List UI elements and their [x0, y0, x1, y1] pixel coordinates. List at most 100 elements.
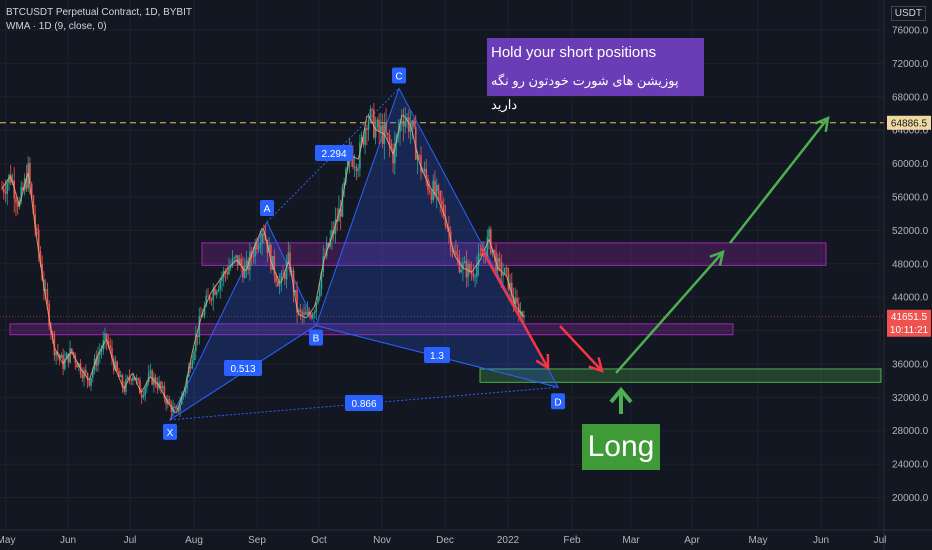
candle-body: [34, 213, 36, 229]
candle-body: [380, 125, 382, 132]
candle-body: [86, 372, 89, 381]
candle-body: [409, 126, 412, 132]
x-tick-label: May: [0, 535, 15, 546]
candle-body: [285, 261, 288, 280]
candle-body: [346, 161, 349, 169]
price-axis[interactable]: 20000.024000.028000.032000.036000.040000…: [883, 0, 931, 550]
candle-body: [130, 379, 132, 381]
candle-body: [221, 277, 223, 282]
candle-body: [193, 351, 195, 361]
annotation-note[interactable]: Hold your short positions پوزیشن های شور…: [487, 38, 704, 112]
candle-body: [519, 311, 522, 317]
candle-body: [114, 361, 117, 371]
candle-body: [430, 192, 433, 201]
candle-body: [477, 253, 480, 266]
symbol-title[interactable]: BTCUSDT Perpetual Contract, 1D, BYBIT: [6, 7, 192, 18]
y-tick-label: 76000.0: [892, 26, 929, 37]
green-up-arrow: [609, 386, 633, 414]
candle-body: [400, 121, 403, 123]
x-tick-label: Aug: [185, 535, 203, 546]
candle-body: [36, 228, 38, 230]
wma-line: [1, 114, 525, 413]
candle-body: [381, 125, 384, 144]
candle-body: [278, 281, 281, 287]
candle-body: [441, 200, 443, 205]
chart-legend: BTCUSDT Perpetual Contract, 1D, BYBIT WM…: [6, 6, 192, 34]
candle-body: [353, 166, 356, 168]
candle-body: [60, 354, 63, 359]
candle-body: [488, 229, 490, 238]
candle-body: [256, 243, 258, 250]
candle-body: [119, 375, 122, 377]
candle-body: [208, 296, 211, 301]
candle-body: [437, 185, 440, 191]
red-arrow-down: [479, 247, 550, 371]
candle-body: [310, 314, 312, 318]
candle-body: [282, 273, 284, 275]
triangle-bcd: [315, 87, 559, 389]
currency-label[interactable]: USDT: [890, 6, 926, 21]
candle-body: [432, 180, 435, 201]
candle-body: [242, 265, 244, 278]
candle-body: [58, 354, 61, 359]
candle-body: [263, 233, 265, 236]
candle-body: [317, 296, 319, 303]
y-tick-label: 20000.0: [892, 493, 929, 504]
candle-body: [423, 168, 426, 172]
candle-body: [304, 312, 307, 315]
candle-body: [191, 360, 194, 369]
candle-body: [121, 375, 124, 388]
zone-support: [9, 323, 734, 336]
time-axis[interactable]: May Jun Jul Aug Sep Oct Nov Dec 2022 Feb Mar Apr May…: [0, 529, 932, 546]
candle-body: [71, 348, 73, 352]
candle-body: [201, 315, 204, 317]
candle-body: [194, 335, 197, 352]
candle-body: [315, 302, 318, 313]
candle-body: [212, 288, 215, 301]
candle-body: [184, 388, 187, 393]
candle-body: [425, 168, 428, 179]
candle-body: [2, 188, 5, 193]
candle-body: [297, 309, 300, 313]
y-tick-label: 32000.0: [892, 393, 929, 404]
candle-body: [219, 281, 222, 290]
target-price-tag-text: 64886.5: [891, 118, 928, 129]
candle-body: [189, 366, 192, 369]
note-line-persian: پوزیشن های شورت خودتون رو نگه دارید: [491, 73, 679, 112]
y-tick-label: 72000.0: [892, 59, 929, 70]
candle-body: [514, 297, 517, 304]
candle-body: [268, 244, 270, 253]
y-tick-label: 56000.0: [892, 192, 929, 203]
indicator-title[interactable]: WMA · 1D (9, close, 0): [6, 21, 107, 32]
x-tick-label: Apr: [684, 535, 700, 546]
candle-body: [100, 349, 103, 353]
candle-body: [137, 378, 139, 381]
ratio-label-bg: [345, 395, 383, 411]
candle-body: [174, 406, 176, 408]
candle-body: [236, 255, 239, 266]
candle-body: [205, 295, 208, 306]
candle-body: [428, 190, 431, 193]
candle-body: [142, 395, 145, 398]
candle-body: [88, 380, 91, 386]
candle-body: [366, 128, 368, 130]
candle-body: [39, 251, 42, 264]
candle-body: [357, 168, 359, 171]
candle-body: [331, 230, 333, 239]
candle-body: [420, 155, 422, 173]
ratio-label: 0.513: [224, 360, 262, 376]
candle-body: [311, 313, 314, 318]
candle-body: [235, 255, 237, 258]
y-tick-label: 44000.0: [892, 293, 929, 304]
candle-body: [462, 262, 464, 270]
candle-body: [90, 377, 92, 386]
candle-body: [435, 185, 438, 195]
point-label-A: A: [260, 200, 274, 217]
point-label-B: B: [309, 329, 323, 346]
candle-body: [160, 381, 162, 388]
ratio-line: [169, 386, 559, 421]
long-label[interactable]: Long: [582, 424, 660, 470]
candle-body: [132, 376, 134, 381]
candle-body: [261, 233, 263, 244]
